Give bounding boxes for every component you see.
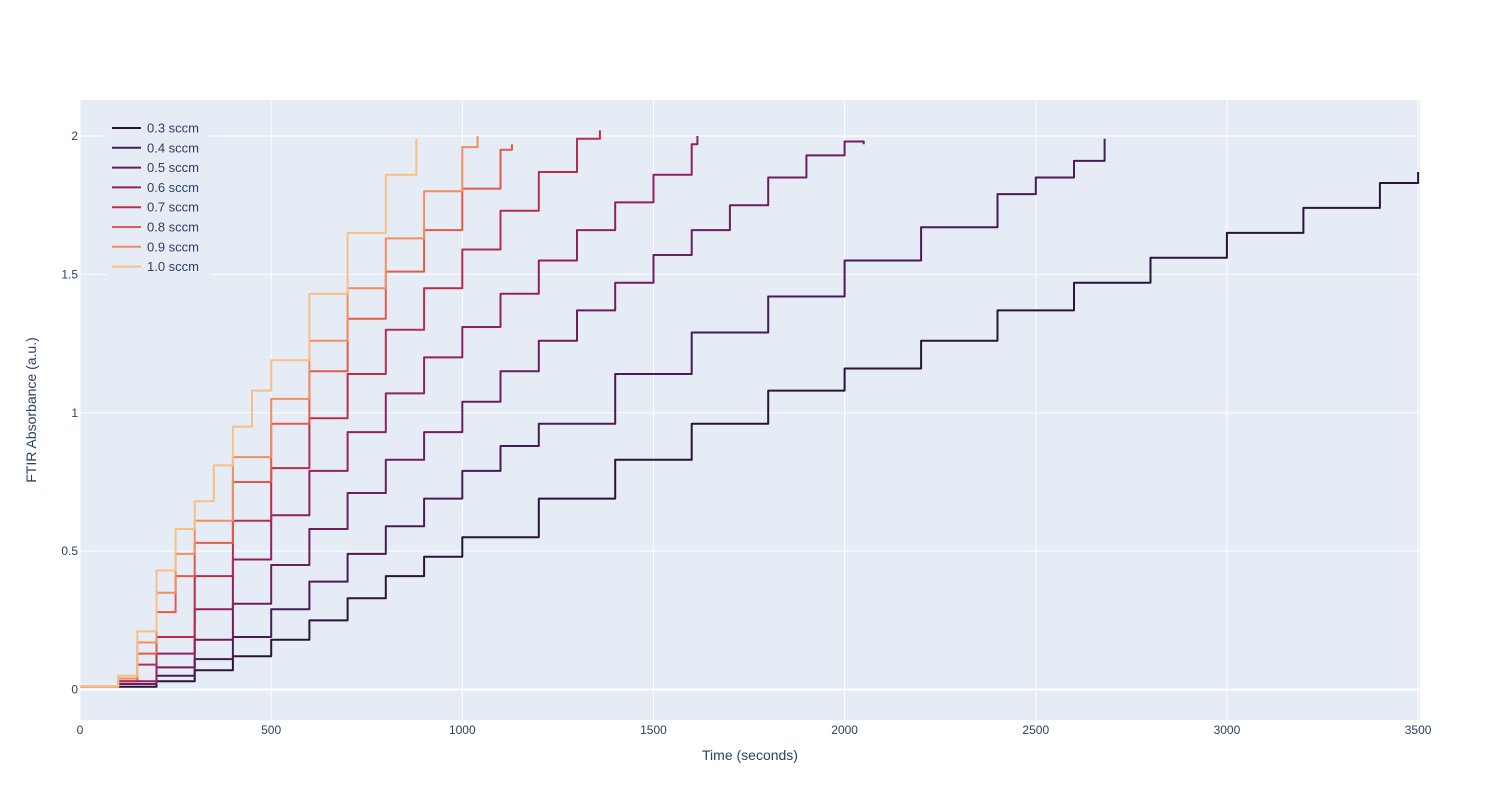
x-tick-label: 2000 (831, 723, 858, 737)
x-tick-label: 0 (77, 723, 84, 737)
y-tick-label: 1 (71, 406, 78, 420)
x-axis-title: Time (seconds) (702, 747, 798, 763)
legend-box (106, 113, 210, 283)
legend-label: 0.6 sccm (147, 180, 199, 195)
series-line (80, 130, 601, 688)
x-tick-label: 1000 (449, 723, 476, 737)
series-line (80, 138, 418, 688)
series-line (80, 140, 865, 688)
legend: 0.3 sccm 0.4 sccm 0.5 sccm 0.6 sccm 0.7 sccm… (106, 113, 210, 283)
grid-lines (79, 100, 1420, 720)
x-tick-label: 500 (261, 723, 281, 737)
plot-background (80, 100, 1420, 720)
series-line (80, 138, 1106, 688)
x-tick-label: 2500 (1022, 723, 1049, 737)
tick-labels: 0 500 1000 1500 2000 2500 3000 3500 0 0.5 1 1.5 2 (61, 129, 1431, 737)
series-line (80, 172, 1420, 688)
legend-label: 0.7 sccm (147, 200, 199, 215)
legend-label: 0.5 sccm (147, 160, 199, 175)
x-tick-label: 3500 (1405, 723, 1432, 737)
x-tick-label: 3000 (1214, 723, 1241, 737)
legend-label: 0.4 sccm (147, 140, 199, 155)
series-lines (80, 130, 1420, 688)
y-tick-label: 2 (71, 129, 78, 143)
x-tick-label: 1500 (640, 723, 667, 737)
y-tick-label: 0 (71, 683, 78, 697)
legend-label: 0.9 sccm (147, 239, 199, 254)
legend-label: 0.8 sccm (147, 220, 199, 235)
legend-label: 1.0 sccm (147, 259, 199, 274)
y-tick-label: 0.5 (61, 544, 78, 558)
legend-label: 0.3 sccm (147, 121, 199, 136)
y-tick-label: 1.5 (61, 267, 78, 281)
y-axis-title: FTIR Absorbance (a.u.) (23, 337, 39, 483)
series-line (80, 136, 479, 688)
